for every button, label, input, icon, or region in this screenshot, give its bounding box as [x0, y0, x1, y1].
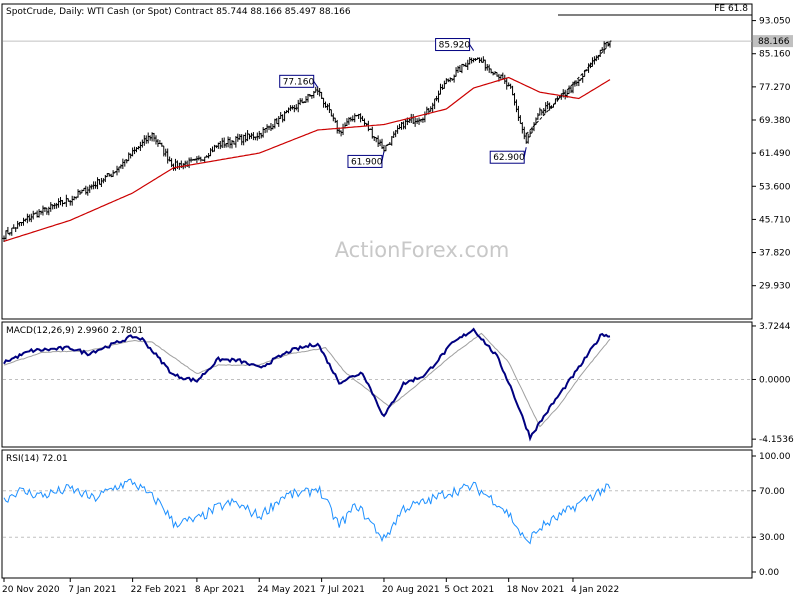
rsi-line: [3, 478, 611, 545]
rsi-pane-frame: [1, 449, 753, 579]
x-axis-label: 18 Nov 2021: [507, 585, 565, 595]
price-axis: 93.050 85.160 77.270 69.380 61.490 53.600 45.7…: [752, 17, 791, 292]
price-annotation-label: 77.160: [283, 77, 315, 87]
rsi-lines: [3, 478, 611, 545]
rsi-axis-label: 0.00: [759, 568, 779, 578]
price-axis-label: 77.270: [759, 83, 791, 93]
price-axis-label: 61.490: [759, 149, 791, 159]
price-annotation-leader: [523, 147, 527, 158]
x-axis-label: 22 Feb 2021: [131, 585, 187, 595]
price-pane-title: SpotCrude, Daily: WTI Cash (or Spot) Con…: [6, 7, 351, 17]
price-bars: [2, 40, 612, 243]
price-annotation-label: 85.920: [439, 41, 471, 51]
price-axis-label: 37.820: [759, 249, 791, 259]
x-axis-label: 4 Jan 2022: [571, 585, 619, 595]
x-axis: 20 Nov 2020 7 Jan 2021 22 Feb 2021 8 Apr 20…: [2, 578, 619, 595]
price-axis-label: 93.050: [759, 17, 791, 27]
x-axis-label: 20 Nov 2020: [2, 585, 60, 595]
price-axis-label: 85.160: [759, 50, 791, 60]
price-annotation-label: 62.900: [493, 153, 525, 163]
macd-axis-label: 0.0000: [759, 375, 791, 385]
moving-average-line: [3, 76, 611, 242]
macd-pane-title: MACD(12,26,9) 2.9960 2.7801: [6, 326, 143, 336]
macd-axis-label: 3.7244: [759, 322, 791, 332]
watermark: ActionForex.com: [335, 238, 510, 262]
rsi-axis-label: 70.00: [759, 487, 785, 497]
trendline: [525, 43, 611, 135]
macd-pane-frame: [1, 321, 753, 448]
x-axis-label: 8 Apr 2021: [195, 585, 245, 595]
last-price-box: [753, 35, 793, 48]
x-axis-label: 20 Aug 2021: [382, 585, 440, 595]
price-annotation-label: 61.900: [351, 157, 383, 167]
macd-line: [3, 327, 611, 442]
price-axis-label: 29.930: [759, 282, 791, 292]
last-price-label: 88.166: [758, 37, 790, 47]
price-annotation-leader: [313, 81, 319, 88]
rsi-reference-levels: [3, 490, 752, 538]
price-annotation-leader: [381, 151, 385, 162]
rsi-axis-label: 100.00: [759, 452, 791, 462]
macd-axis-label: -4.1536: [759, 435, 794, 445]
x-axis-label: 7 Jan 2021: [68, 585, 116, 595]
rsi-pane-title: RSI(14) 72.01: [6, 454, 68, 464]
rsi-axis-label: 30.00: [759, 533, 785, 543]
price-annotation-leader: [469, 44, 475, 51]
price-axis-label: 69.380: [759, 116, 791, 126]
x-axis-label: 7 Jul 2021: [320, 585, 365, 595]
fe-label: FE 61.8: [714, 4, 748, 14]
rsi-axis: 100.00 70.00 30.00 0.00: [752, 452, 791, 578]
x-axis-label: 5 Oct 2021: [444, 585, 494, 595]
price-axis-label: 45.710: [759, 215, 791, 225]
price-annotations: 77.160 61.900 85.920 62.900: [279, 38, 527, 168]
macd-axis: 3.7244 0.0000 -4.1536: [752, 322, 794, 445]
x-axis-label: 24 May 2021: [257, 585, 316, 595]
macd-lines: [3, 327, 611, 442]
price-pane-frame: [1, 3, 753, 320]
price-axis-label: 53.600: [759, 182, 791, 192]
